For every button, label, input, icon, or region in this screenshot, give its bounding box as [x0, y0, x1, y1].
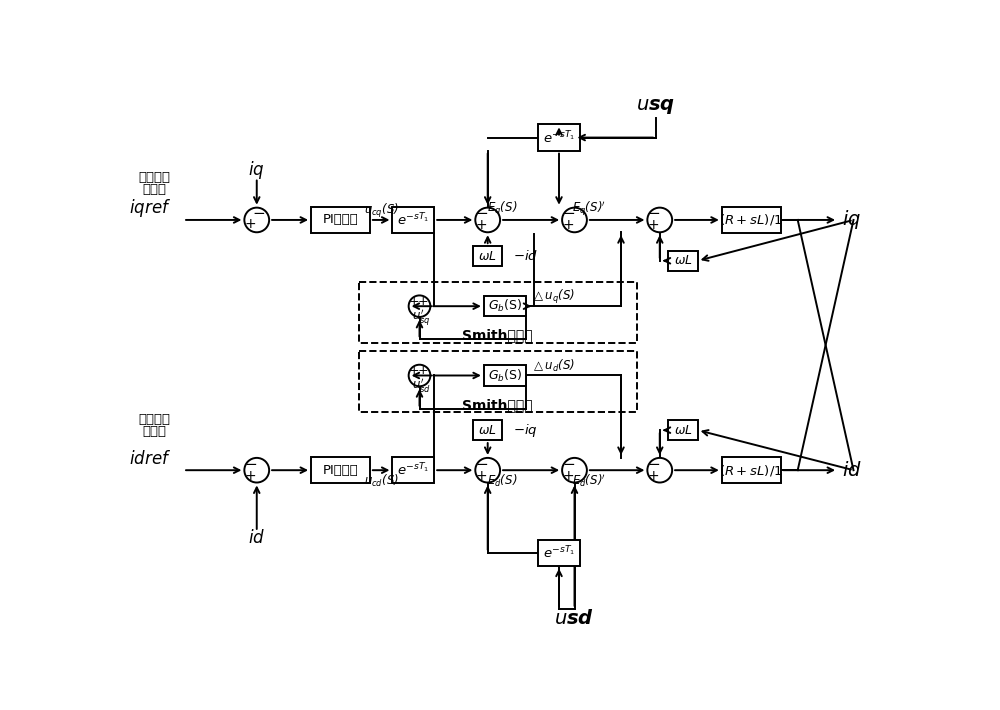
Bar [538, 540, 580, 566]
Text: −$id$: −$id$ [513, 249, 539, 263]
Text: $iq$: $iq$ [248, 159, 265, 181]
Text: $\omega L$: $\omega L$ [478, 250, 497, 263]
Text: $u_{sd}'$: $u_{sd}'$ [412, 377, 431, 395]
Text: +: + [417, 295, 428, 308]
Text: +: + [476, 219, 487, 232]
Text: −: − [475, 457, 488, 471]
Text: $id$: $id$ [842, 461, 862, 480]
Bar [473, 420, 502, 440]
Bar [473, 246, 502, 266]
Text: −: − [562, 207, 575, 222]
Text: $iq$: $iq$ [842, 209, 861, 231]
Text: 基频电流: 基频电流 [138, 413, 170, 426]
Text: +: + [409, 364, 419, 378]
Bar [668, 420, 698, 440]
Circle shape [562, 458, 587, 483]
Text: $u_{cd}$(S): $u_{cd}$(S) [364, 473, 399, 489]
Circle shape [647, 207, 672, 232]
Text: 基频电流: 基频电流 [138, 171, 170, 184]
Text: $iq$ref: $iq$ref [129, 197, 171, 219]
Bar [538, 124, 580, 151]
Bar [722, 207, 781, 233]
Circle shape [562, 207, 587, 232]
Bar [722, 457, 781, 484]
Text: Smith预估器: Smith预估器 [462, 398, 533, 412]
Circle shape [244, 458, 269, 483]
Text: $u_{sq}'$: $u_{sq}'$ [412, 307, 430, 327]
Text: $E_d$(S): $E_d$(S) [487, 473, 518, 489]
FancyBboxPatch shape [359, 282, 637, 343]
Text: $id$ref: $id$ref [129, 449, 171, 468]
Text: −: − [475, 207, 488, 222]
Text: PI控制器: PI控制器 [323, 464, 358, 476]
Text: $id$: $id$ [248, 529, 265, 547]
Text: +: + [562, 219, 574, 232]
Text: +: + [245, 217, 256, 231]
Text: +: + [245, 469, 256, 483]
Text: $u_{cq}$(S): $u_{cq}$(S) [364, 202, 399, 219]
Text: +: + [562, 469, 574, 483]
Circle shape [475, 458, 500, 483]
Text: $\triangle u_q$(S): $\triangle u_q$(S) [531, 288, 575, 306]
Text: −: − [647, 207, 660, 222]
Text: $u$sd: $u$sd [554, 608, 595, 628]
Text: +: + [409, 295, 419, 308]
Text: Smith预估器: Smith预估器 [462, 329, 533, 342]
Text: $E_q$(S)$'$: $E_q$(S)$'$ [572, 200, 606, 219]
Text: −: − [244, 457, 257, 471]
Circle shape [244, 207, 269, 232]
Bar [311, 457, 370, 484]
Bar [484, 366, 526, 386]
Text: $(R+sL)/1$: $(R+sL)/1$ [719, 463, 783, 478]
Text: −: − [253, 205, 265, 221]
Circle shape [475, 207, 500, 232]
Text: $u$sq: $u$sq [636, 97, 676, 116]
Text: $E_q$(S): $E_q$(S) [487, 200, 518, 218]
Text: $G_b$(S): $G_b$(S) [488, 368, 522, 383]
Text: $\omega L$: $\omega L$ [674, 254, 692, 267]
Bar [311, 207, 370, 233]
Text: +: + [417, 364, 428, 378]
Text: $e^{-sT_1}$: $e^{-sT_1}$ [397, 462, 430, 479]
Text: $\triangle u_d$(S): $\triangle u_d$(S) [531, 359, 575, 374]
Text: +: + [648, 469, 659, 483]
Bar [484, 296, 526, 316]
Text: $e^{-sT_1}$: $e^{-sT_1}$ [397, 212, 430, 228]
Text: −: − [562, 457, 575, 471]
Circle shape [409, 295, 430, 317]
Text: +: + [648, 219, 659, 232]
Text: +: + [476, 469, 487, 483]
Text: −: − [647, 457, 660, 471]
Text: −$iq$: −$iq$ [513, 422, 538, 439]
Circle shape [409, 365, 430, 386]
Bar [392, 457, 434, 484]
Text: $E_d$(S)$'$: $E_d$(S)$'$ [572, 473, 606, 489]
Text: $\omega L$: $\omega L$ [478, 424, 497, 437]
Bar [668, 251, 698, 271]
Circle shape [647, 458, 672, 483]
Text: PI控制器: PI控制器 [323, 214, 358, 226]
Text: 参考值: 参考值 [142, 425, 166, 438]
Text: $G_b$(S): $G_b$(S) [488, 298, 522, 315]
FancyBboxPatch shape [359, 351, 637, 413]
Text: $\omega L$: $\omega L$ [674, 424, 692, 437]
Text: $e^{-sT_1}$: $e^{-sT_1}$ [543, 129, 575, 146]
Text: 参考值: 参考值 [142, 183, 166, 197]
Text: $(R+sL)/1$: $(R+sL)/1$ [719, 212, 783, 227]
Text: $e^{-sT_1}$: $e^{-sT_1}$ [543, 545, 575, 561]
Bar [392, 207, 434, 233]
